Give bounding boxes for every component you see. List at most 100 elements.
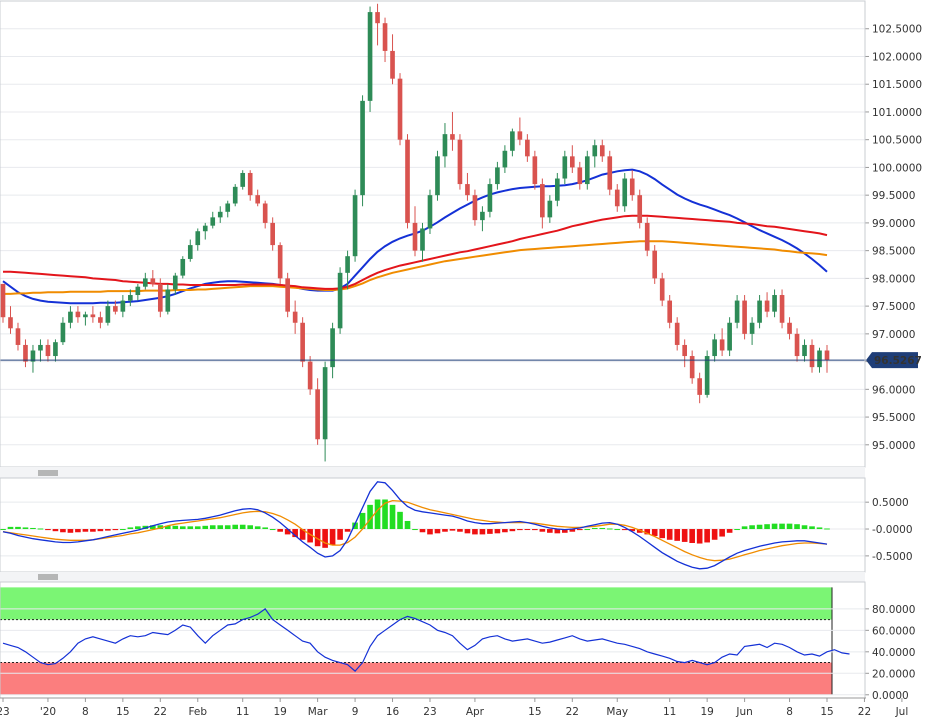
price-gridlines — [0, 28, 865, 446]
panel-resize-handle[interactable] — [0, 467, 865, 478]
macd-histogram-bar — [666, 529, 673, 540]
macd-panel: 0.5000 -0.0000 -0.5000 — [0, 477, 913, 573]
candle-up — [712, 333, 717, 362]
candle-up — [442, 123, 448, 168]
candle-down — [525, 134, 530, 162]
macd-histogram-bar — [636, 529, 643, 533]
macd-histogram-bar — [457, 529, 463, 532]
candle-up — [367, 6, 373, 112]
macd-histogram-bar — [194, 526, 201, 530]
macd-histogram-bar — [779, 523, 785, 530]
candle-body — [734, 300, 740, 323]
panel-resize-handle[interactable] — [0, 572, 865, 582]
candle-body — [60, 322, 66, 343]
macd-histogram-bar — [179, 526, 186, 530]
candle-down — [247, 170, 253, 201]
candle-up — [584, 150, 590, 190]
candle-body — [157, 283, 163, 312]
candle-body — [569, 156, 575, 168]
macd-histogram-bar — [539, 529, 546, 532]
macd-histogram-bar — [37, 528, 44, 530]
candle-body — [172, 275, 178, 290]
candle-down — [270, 217, 275, 251]
candle-body — [217, 211, 223, 218]
x-tick-label: 19 — [700, 706, 713, 718]
macd-histogram-bar — [629, 529, 636, 532]
macd-histogram-bar — [254, 526, 261, 530]
candle-body — [772, 295, 777, 312]
candle-body — [195, 231, 201, 246]
candle-body — [824, 350, 830, 360]
macd-histogram-bar — [67, 529, 74, 533]
candle-body — [128, 295, 133, 301]
macd-histogram-bar — [576, 529, 583, 531]
rsi-tick-label: 40.0000 — [872, 647, 915, 659]
price-tick-label: 97.0000 — [872, 329, 915, 341]
macd-histogram-bar — [562, 529, 568, 533]
candle-down — [307, 356, 313, 395]
candle-up — [105, 300, 111, 326]
candle-down — [90, 306, 96, 323]
rsi-tick-label: 20.0000 — [872, 668, 915, 680]
candle-up — [202, 222, 208, 240]
candle-body — [584, 156, 590, 185]
price-tick-label: 99.5000 — [872, 190, 915, 202]
candle-body — [607, 156, 613, 190]
candle-up — [232, 184, 238, 207]
candle-down — [787, 317, 792, 340]
rsi-axis-ticks: 80.0000 60.0000 40.0000 20.0000 0.0000 — [865, 604, 915, 702]
candle-body — [697, 378, 702, 395]
candle-up — [510, 128, 515, 157]
macd-histogram-bar — [307, 529, 313, 543]
macd-histogram-bar — [427, 529, 433, 535]
price-axis-ticks: 95.000095.500096.000096.500097.000097.50… — [865, 24, 922, 452]
candle-down — [569, 145, 575, 173]
candle-body — [480, 211, 485, 221]
candle-body — [270, 222, 275, 246]
x-axis: 23 '20 8 15 22 Feb 11 19 Mar 9 16 23 Apr 15 22 May 11 19 J… — [0, 697, 908, 718]
candle-up — [502, 145, 508, 173]
candle-up — [360, 95, 365, 207]
candle-body — [802, 344, 807, 357]
candle-down — [277, 242, 283, 284]
macd-histogram-bar — [127, 527, 134, 530]
candle-up — [30, 344, 36, 373]
candle-body — [614, 189, 620, 207]
rsi-panel: 80.0000 60.0000 40.0000 20.0000 0.0000 — [0, 581, 915, 702]
candle-up — [225, 200, 231, 218]
price-panel: 95.000095.500096.000096.500097.000097.50… — [0, 0, 922, 468]
macd-histogram-bar — [30, 527, 36, 530]
candle-down — [157, 278, 163, 318]
candle-body — [629, 178, 635, 196]
moving-average-line-3 — [3, 214, 828, 290]
macd-histogram-bar — [494, 529, 501, 534]
macd-histogram-bar — [824, 528, 830, 530]
candle-body — [667, 300, 673, 323]
macd-histogram-bar — [786, 523, 793, 530]
macd-histogram-bar — [247, 525, 254, 530]
candle-up — [734, 295, 740, 329]
candle-body — [38, 344, 43, 351]
candle-body — [652, 250, 658, 279]
macd-histogram-bar — [75, 529, 81, 533]
candle-down — [614, 184, 620, 212]
candle-up — [562, 150, 568, 185]
candle-body — [300, 322, 305, 362]
macd-histogram-bar — [299, 529, 306, 540]
candle-body — [637, 195, 643, 223]
macd-histogram-bar — [554, 529, 561, 534]
candle-body — [420, 228, 425, 251]
candle-down — [292, 300, 298, 334]
macd-histogram-bar — [524, 529, 531, 531]
candle-body — [255, 195, 261, 204]
candle-down — [15, 322, 21, 351]
macd-signal-line — [2, 499, 828, 562]
macd-histogram-bar — [487, 529, 493, 534]
candle-up — [120, 295, 126, 318]
candle-body — [472, 195, 478, 221]
macd-histogram-bar — [337, 529, 343, 540]
candle-down — [0, 283, 6, 323]
candle-up — [143, 272, 148, 290]
candle-body — [105, 306, 111, 323]
